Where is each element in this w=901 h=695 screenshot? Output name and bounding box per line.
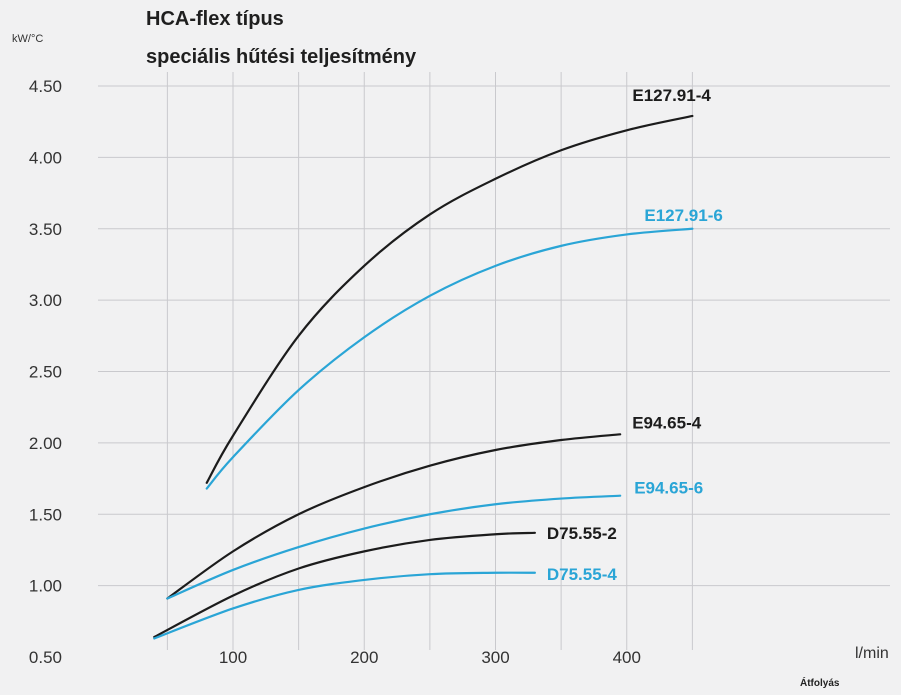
y-tick-label: 0.50: [29, 648, 62, 667]
series-line-e94-65-6: [166, 494, 622, 600]
y-tick-label: 2.00: [29, 434, 62, 453]
series-line-d75-55-2: [153, 531, 536, 639]
chart-title-line-1: HCA-flex típus: [146, 8, 284, 30]
x-tick-label: 300: [481, 648, 509, 667]
y-tick-label: 4.50: [29, 77, 62, 96]
x-tick-label: 400: [613, 648, 641, 667]
series-label: E94.65-6: [634, 479, 703, 498]
series-label: D75.55-2: [547, 524, 617, 543]
chart-title-line-2: speciális hűtési teljesítmény: [146, 46, 417, 68]
y-tick-label: 2.50: [29, 363, 62, 382]
series-lines: [153, 114, 694, 640]
y-tick-label: 3.50: [29, 220, 62, 239]
y-tick-label: 1.00: [29, 577, 62, 596]
series-label: E127.91-4: [632, 86, 711, 105]
series-label: D75.55-4: [547, 565, 617, 584]
x-axis-title: Átfolyás: [800, 678, 840, 689]
x-tick-label: 200: [350, 648, 378, 667]
series-line-e94-65-4: [166, 433, 622, 600]
y-tick-labels: 0.50 1.00 1.50 2.00 2.50 3.00 3.50 4.00 4.50: [29, 77, 62, 667]
y-axis-unit-label: kW/°C: [12, 33, 44, 45]
series-line-e127-91-4: [205, 114, 694, 484]
series-line-d75-55-4: [153, 571, 536, 640]
series-label: E94.65-4: [632, 413, 702, 432]
series-line-e127-91-6: [205, 227, 694, 490]
y-tick-label: 3.00: [29, 291, 62, 310]
x-tick-labels: 100 200 300 400: [219, 648, 641, 667]
y-tick-label: 1.50: [29, 505, 62, 524]
x-tick-label: 100: [219, 648, 247, 667]
series-label: E127.91-6: [644, 206, 722, 225]
series-labels: E127.91-4 E127.91-6 E94.65-4 E94.65-6 D75.55…: [547, 86, 723, 584]
grid: [98, 72, 890, 650]
y-tick-label: 4.00: [29, 148, 62, 167]
x-axis-unit-label: l/min: [855, 645, 889, 662]
